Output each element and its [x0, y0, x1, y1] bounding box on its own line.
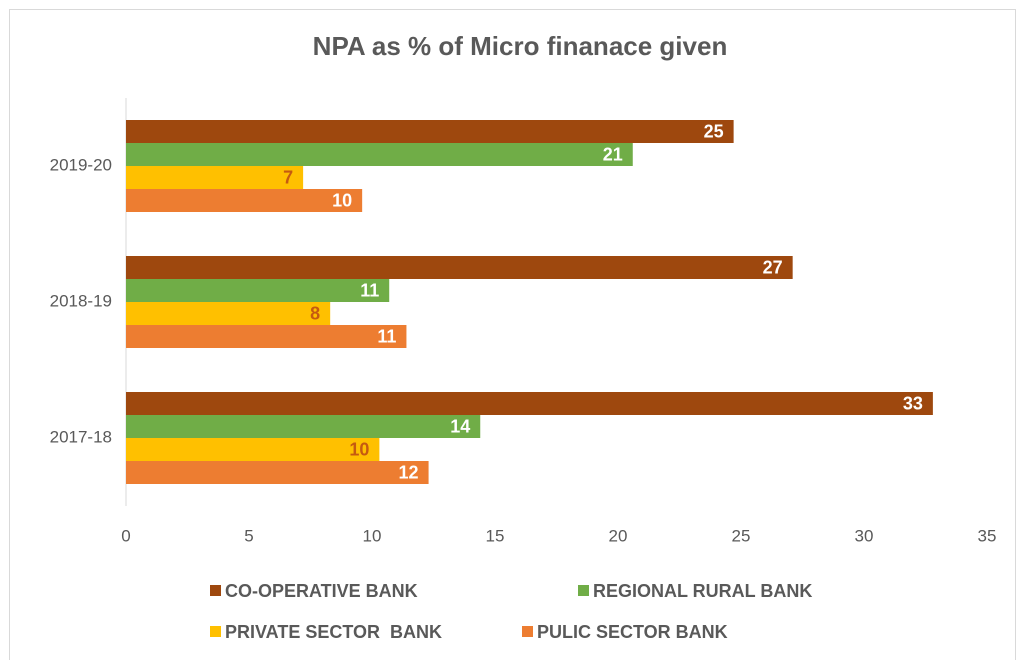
chart-title: NPA as % of Micro finanace given: [313, 31, 728, 61]
data-label: 25: [704, 121, 724, 141]
x-tick-label: 5: [244, 526, 253, 545]
bar: [126, 143, 633, 166]
x-tick-label: 0: [121, 526, 130, 545]
data-label: 11: [360, 280, 379, 300]
data-label: 7: [283, 167, 293, 187]
bar: [126, 302, 331, 325]
data-label: 8: [310, 303, 320, 323]
data-label: 21: [603, 144, 623, 164]
legend-swatch: [210, 585, 221, 596]
x-tick-label: 25: [732, 526, 751, 545]
y-tick-label: 2018-19: [50, 291, 112, 310]
bar: [126, 325, 407, 348]
bar: [126, 415, 481, 438]
legend-label: CO-OPERATIVE BANK: [225, 581, 418, 601]
bar: [126, 166, 304, 189]
legend-swatch: [578, 585, 589, 596]
legend-label: PRIVATE SECTOR BANK: [225, 622, 442, 642]
bar: [126, 438, 380, 461]
bar: [126, 189, 363, 212]
data-label: 11: [377, 326, 396, 346]
bar: [126, 120, 734, 143]
y-tick-label: 2017-18: [50, 427, 112, 446]
legend-swatch: [522, 626, 533, 637]
x-tick-label: 10: [363, 526, 382, 545]
legend-swatch: [210, 626, 221, 637]
bar: [126, 461, 429, 484]
data-label: 27: [763, 257, 783, 277]
bar: [126, 256, 793, 279]
x-tick-label: 30: [855, 526, 874, 545]
legend-label: REGIONAL RURAL BANK: [593, 581, 812, 601]
x-tick-label: 15: [486, 526, 505, 545]
bar: [126, 279, 390, 302]
x-tick-label: 20: [609, 526, 628, 545]
data-label: 10: [349, 439, 369, 459]
data-label: 14: [450, 416, 470, 436]
data-label: 12: [399, 462, 419, 482]
x-tick-label: 35: [978, 526, 997, 545]
bar: [126, 392, 933, 415]
y-tick-label: 2019-20: [50, 155, 112, 174]
data-label: 10: [332, 190, 352, 210]
data-label: 33: [903, 393, 923, 413]
legend-label: PULIC SECTOR BANK: [537, 622, 728, 642]
